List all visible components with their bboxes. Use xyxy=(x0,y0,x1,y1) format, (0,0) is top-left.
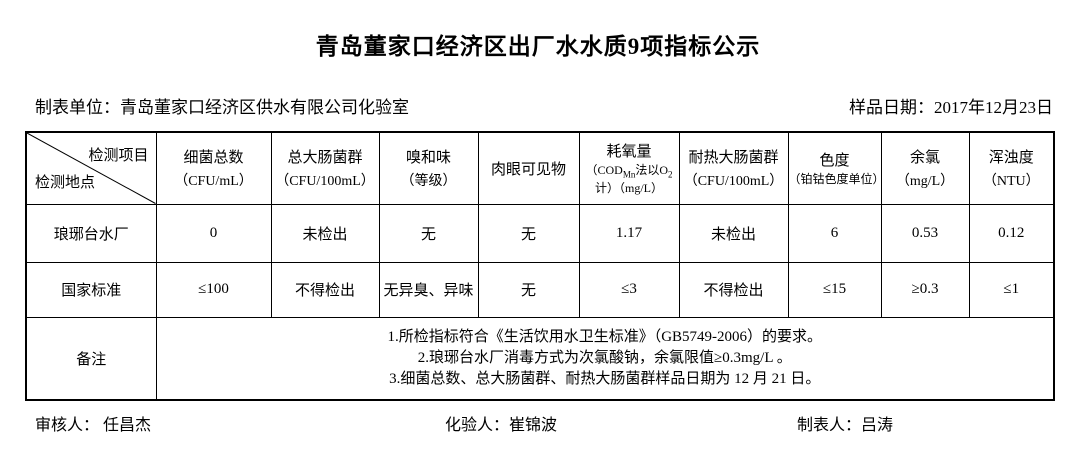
table-cell: 0.12 xyxy=(968,203,1055,263)
row-label: 国家标准 xyxy=(25,261,157,318)
column-header-chroma: 色度 （铂钴色度单位） xyxy=(787,131,882,205)
column-unit: （CFU/100mL） xyxy=(275,174,375,190)
column-name: 肉眼可见物 xyxy=(490,161,566,178)
column-unit: （等级） xyxy=(400,174,457,190)
remark-line-1: 1.所检指标符合《生活饮用水卫生标准》（GB5749-2006）的要求。 xyxy=(387,329,823,346)
column-header-bacteria-count: 细菌总数 （CFU/mL） xyxy=(155,131,272,205)
sample-date-label: 样品日期：2017年12月23日 xyxy=(849,98,1053,117)
row-label: 琅琊台水厂 xyxy=(25,203,157,263)
maker-unit-label: 制表单位：青岛董家口经济区供水有限公司化验室 xyxy=(35,98,409,117)
table-cell: 不得检出 xyxy=(270,261,380,318)
column-header-residual-chlorine: 余氯 （mg/L） xyxy=(880,131,970,205)
column-header-odor-taste: 嗅和味 （等级） xyxy=(378,131,479,205)
corner-label-test-item: 检测项目 xyxy=(88,148,149,164)
column-unit: （mg/L） xyxy=(895,174,955,190)
column-name: 耐热大肠菌群 xyxy=(688,150,779,167)
corner-label-test-location: 检测地点 xyxy=(35,174,96,191)
column-unit: （铂钴色度单位） xyxy=(788,172,881,187)
column-name: 耗氧量 xyxy=(606,144,652,161)
table-cell: 未检出 xyxy=(678,203,789,263)
table-cell: 不得检出 xyxy=(678,261,789,318)
column-unit: （CODMn法以O2计）（mg/L） xyxy=(585,163,673,196)
page-title: 青岛董家口经济区出厂水水质9项指标公示 xyxy=(315,34,761,59)
table-cell: 无 xyxy=(477,261,580,318)
table-cell: 0.53 xyxy=(880,203,970,263)
column-name: 细菌总数 xyxy=(183,150,244,167)
column-unit: （CFU/mL） xyxy=(174,174,253,190)
remark-line-2: 2.琅琊台水厂消毒方式为次氯酸钠，余氯限值≥0.3mg/L 。 xyxy=(417,349,792,366)
water-quality-table: 检测项目 检测地点 细菌总数 （CFU/mL） 总大肠菌群 （CFU/100mL… xyxy=(25,131,1055,401)
table-cell: ≤15 xyxy=(787,261,882,318)
column-name: 总大肠菌群 xyxy=(287,150,363,167)
table-cell: 1.17 xyxy=(578,203,680,263)
table-cell: 无 xyxy=(477,203,580,263)
column-name: 色度 xyxy=(819,153,850,170)
diagonal-divider-line xyxy=(27,133,156,204)
remark-label: 备注 xyxy=(25,316,157,401)
column-header-total-coliform: 总大肠菌群 （CFU/100mL） xyxy=(270,131,380,205)
column-header-oxygen-consumption: 耗氧量 （CODMn法以O2计）（mg/L） xyxy=(578,131,680,205)
table-cell: ≤1 xyxy=(968,261,1055,318)
preparer-label: 制表人：吕涛 xyxy=(797,417,894,434)
column-name: 嗅和味 xyxy=(405,150,451,167)
column-header-turbidity: 浑浊度 （NTU） xyxy=(968,131,1055,205)
table-cell: 0 xyxy=(155,203,272,263)
table-cell: 无 xyxy=(378,203,479,263)
table-row-langyatai-plant: 琅琊台水厂 0 未检出 无 无 1.17 未检出 6 0.53 0.12 xyxy=(25,203,1055,263)
column-header-thermotolerant-coliform: 耐热大肠菌群 （CFU/100mL） xyxy=(678,131,789,205)
column-unit: （CFU/100mL） xyxy=(683,174,784,190)
corner-cell: 检测项目 检测地点 xyxy=(25,131,157,205)
reviewer-label: 审核人： 任昌杰 xyxy=(35,417,152,434)
table-header-row: 检测项目 检测地点 细菌总数 （CFU/mL） 总大肠菌群 （CFU/100mL… xyxy=(25,131,1055,205)
table-cell: 无异臭、异味 xyxy=(378,261,479,318)
column-header-visible-matter: 肉眼可见物 xyxy=(477,131,580,205)
column-unit: （NTU） xyxy=(982,174,1040,190)
column-name: 浑浊度 xyxy=(988,150,1034,167)
remark-content: 1.所检指标符合《生活饮用水卫生标准》（GB5749-2006）的要求。 2.琅… xyxy=(155,316,1055,401)
table-cell: 未检出 xyxy=(270,203,380,263)
remark-line-3: 3.细菌总数、总大肠菌群、耐热大肠菌群样品日期为 12 月 21 日。 xyxy=(389,370,821,387)
column-name: 余氯 xyxy=(909,150,940,167)
table-row-national-standard: 国家标准 ≤100 不得检出 无异臭、异味 无 ≤3 不得检出 ≤15 ≥0.3… xyxy=(25,261,1055,318)
signature-row: 审核人： 任昌杰 化验人：崔锦波 制表人：吕涛 xyxy=(0,411,1076,435)
table-cell: ≥0.3 xyxy=(880,261,970,318)
table-cell: ≤100 xyxy=(155,261,272,318)
table-cell: 6 xyxy=(787,203,882,263)
meta-row: 制表单位：青岛董家口经济区供水有限公司化验室 样品日期：2017年12月23日 xyxy=(35,93,1053,118)
table-cell: ≤3 xyxy=(578,261,680,318)
tester-label: 化验人：崔锦波 xyxy=(445,417,558,434)
table-row-remark: 备注 1.所检指标符合《生活饮用水卫生标准》（GB5749-2006）的要求。 … xyxy=(25,316,1055,401)
